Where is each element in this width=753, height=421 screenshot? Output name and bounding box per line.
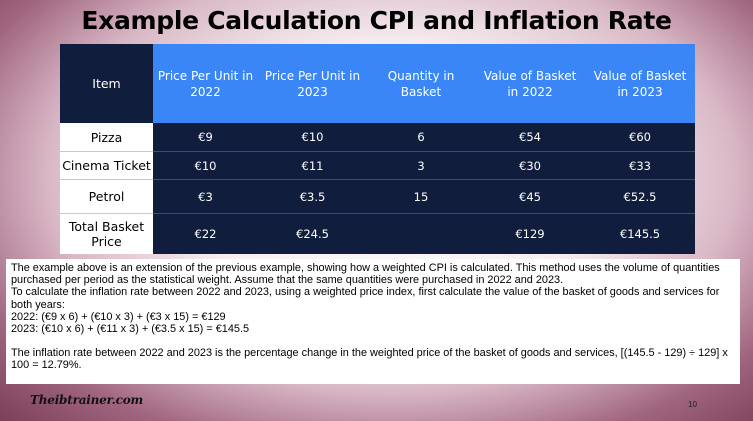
cell-quantity	[367, 213, 475, 254]
cell-price-2023: €3.5	[258, 179, 367, 214]
cell-value-2022: €45	[475, 179, 585, 214]
header-price-2023: Price Per Unit in 2023	[258, 44, 367, 123]
cell-value-2023: €52.5	[585, 179, 695, 214]
table-row: Pizza €9 €10 6 €54 €60	[60, 123, 695, 152]
header-quantity: Quantity in Basket	[367, 44, 475, 123]
table-row: Cinema Ticket €10 €11 3 €30 €33	[60, 151, 695, 180]
cell-quantity: 3	[367, 151, 475, 180]
slide-title: Example Calculation CPI and Inflation Ra…	[81, 6, 672, 35]
explanation-paragraph-intro: The example above is an extension of the…	[11, 262, 720, 287]
row-label: Cinema Ticket	[60, 151, 153, 180]
cell-value-2022: €30	[475, 151, 585, 180]
table-header-row: Item Price Per Unit in 2022 Price Per Un…	[60, 44, 695, 123]
cell-value-2023: €60	[585, 123, 695, 152]
cell-value-2023: €145.5	[585, 213, 695, 254]
explanation-text-box: The example above is an extension of the…	[6, 259, 740, 384]
paragraph-spacer	[11, 335, 735, 347]
cell-price-2022: €3	[153, 179, 258, 214]
cell-price-2023: €11	[258, 151, 367, 180]
header-item: Item	[60, 44, 153, 123]
row-label: Petrol	[60, 179, 153, 214]
page-number: 10	[688, 400, 697, 409]
cell-value-2023: €33	[585, 151, 695, 180]
header-value-2023: Value of Basket in 2023	[585, 44, 695, 123]
brand-logo: Theibtrainer.com	[30, 393, 144, 407]
explanation-paragraph-result: The inflation rate between 2022 and 2023…	[11, 347, 728, 372]
cpi-table: Item Price Per Unit in 2022 Price Per Un…	[60, 44, 695, 254]
cell-quantity: 6	[367, 123, 475, 152]
cell-value-2022: €54	[475, 123, 585, 152]
row-label: Total Basket Price	[60, 213, 153, 254]
calculation-2022: 2022: (€9 x 6) + (€10 x 3) + (€3 x 15) =…	[11, 310, 226, 323]
calculation-2023: 2023: (€10 x 6) + (€11 x 3) + (€3.5 x 15…	[11, 323, 250, 336]
cell-price-2023: €10	[258, 123, 367, 152]
row-label: Pizza	[60, 123, 153, 152]
cell-price-2022: €22	[153, 213, 258, 254]
table-total-row: Total Basket Price €22 €24.5 €129 €145.5	[60, 213, 695, 254]
header-price-2022: Price Per Unit in 2022	[153, 44, 258, 123]
cell-quantity: 15	[367, 179, 475, 214]
table-row: Petrol €3 €3.5 15 €45 €52.5	[60, 179, 695, 214]
cell-price-2022: €9	[153, 123, 258, 152]
cell-price-2023: €24.5	[258, 213, 367, 254]
header-value-2022: Value of Basket in 2022	[475, 44, 585, 123]
cell-value-2022: €129	[475, 213, 585, 254]
explanation-paragraph-method: To calculate the inflation rate between …	[11, 286, 720, 311]
cell-price-2022: €10	[153, 151, 258, 180]
